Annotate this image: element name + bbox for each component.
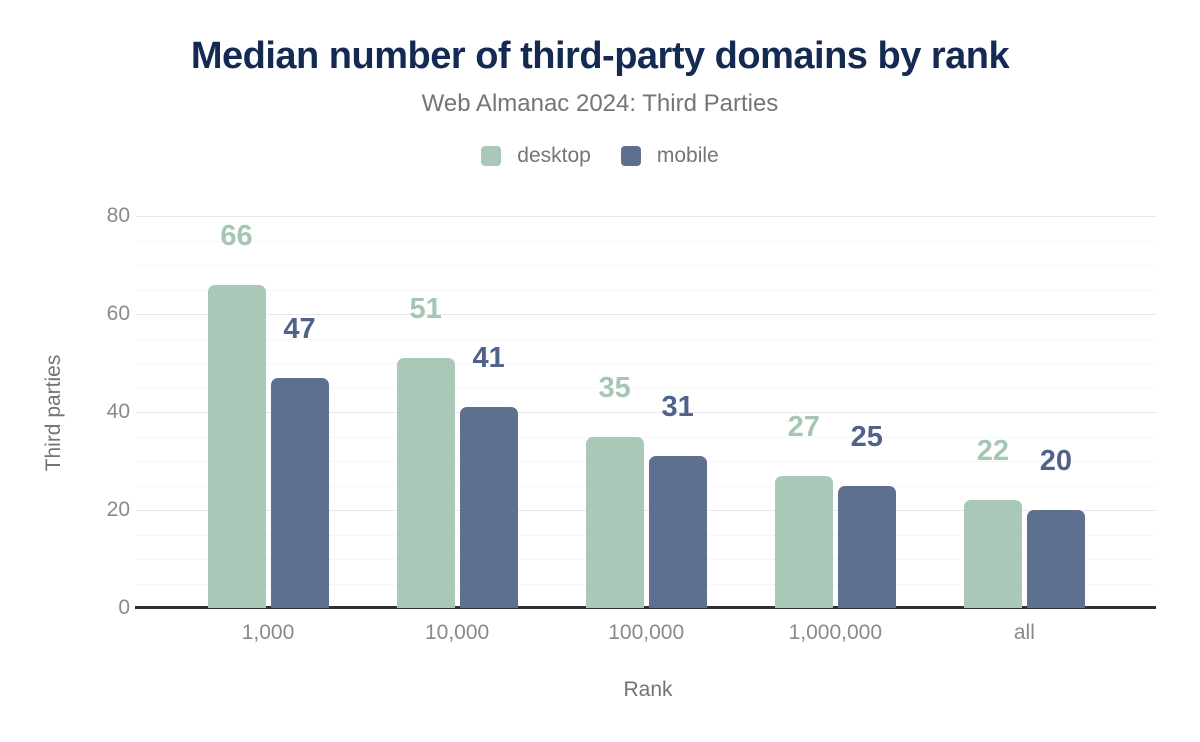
gridline-major [136,216,1156,217]
gridline-minor [136,583,1156,585]
gridline-minor [136,436,1156,438]
gridline-major [136,412,1156,413]
value-label-desktop-1000000: 27 [787,410,820,443]
gridline-minor [136,485,1156,487]
x-axis-title: Rank [623,678,673,701]
bar-mobile-1000000 [837,485,896,608]
legend: desktop mobile [0,143,1200,169]
x-tick-label: 1,000,000 [788,621,883,644]
bar-desktop-1000000 [774,475,833,608]
legend-item-mobile: mobile [620,143,719,169]
x-tick-label: 10,000 [424,621,490,644]
x-tick-label: all [1013,621,1035,644]
bar-desktop-10000 [396,358,455,608]
value-label-mobile-all: 20 [1039,445,1073,477]
y-tick-label: 40 [106,400,130,423]
x-tick-label: 100,000 [608,621,685,644]
value-label-desktop-all: 22 [976,435,1010,468]
gridline-minor [136,289,1156,291]
y-tick-label: 20 [106,498,130,521]
gridline-major [136,510,1156,511]
gridline-minor [136,338,1156,340]
gridline-major [136,314,1156,315]
value-label-mobile-1000000: 25 [850,420,883,453]
bar-mobile-10000 [459,407,518,608]
x-axis-line [135,606,1156,609]
value-label-desktop-100000: 35 [598,371,631,404]
bar-mobile-all [1026,510,1085,608]
gridline-minor [136,559,1156,560]
y-tick-label: 0 [118,596,130,619]
mobile-swatch-icon [620,146,641,166]
bar-desktop-all [963,500,1022,608]
gridline-minor [136,240,1156,242]
gridline-minor [136,461,1156,462]
value-label-mobile-10000: 41 [472,342,505,375]
y-tick-label: 80 [106,204,130,227]
legend-label-desktop: desktop [517,144,591,167]
bar-mobile-100000 [648,456,707,608]
value-label-mobile-1000: 47 [283,312,316,345]
value-label-mobile-100000: 31 [661,391,694,424]
desktop-swatch-icon [481,146,502,166]
bar-desktop-100000 [585,436,644,608]
bar-desktop-1000 [207,284,266,608]
chart-subtitle: Web Almanac 2024: Third Parties [421,90,779,117]
gridline-minor [136,363,1156,364]
legend-item-desktop: desktop [481,143,591,169]
value-label-desktop-10000: 51 [409,293,442,326]
x-tick-label: 1,000 [241,621,295,644]
gridline-minor [136,265,1156,266]
y-tick-label: 60 [106,302,130,325]
gridline-minor [136,387,1156,389]
bar-mobile-1000 [270,377,329,608]
value-label-desktop-1000: 66 [220,219,253,252]
chart-title: Median number of third-party domains by … [190,35,1010,77]
gridline-minor [136,534,1156,536]
legend-label-mobile: mobile [656,144,719,167]
